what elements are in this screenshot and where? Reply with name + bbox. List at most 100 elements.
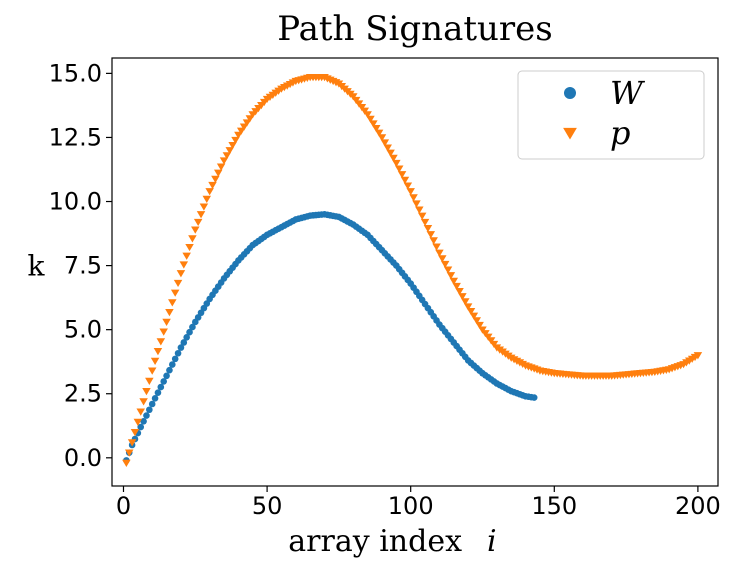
data-point: [183, 334, 190, 341]
data-point: [461, 298, 470, 306]
data-point: [211, 175, 220, 184]
x-tick-label: 200: [675, 492, 721, 520]
data-point: [409, 194, 418, 202]
data-point: [191, 226, 200, 234]
data-point: [426, 231, 436, 239]
y-tick-label: 0.0: [64, 444, 102, 472]
y-axis-label: k: [28, 250, 46, 283]
data-point: [363, 111, 372, 119]
data-point: [182, 252, 191, 260]
data-point: [179, 261, 189, 269]
data-point: [412, 200, 421, 208]
data-point: [222, 152, 232, 160]
data-point: [400, 176, 410, 185]
data-point: [165, 309, 174, 317]
data-point: [130, 428, 140, 437]
data-point: [150, 357, 160, 365]
data-point: [147, 367, 157, 375]
y-tick-label: 15.0: [49, 59, 102, 87]
legend-triangle-marker: [563, 127, 577, 140]
y-tick-label: 2.5: [64, 380, 102, 408]
data-point: [371, 125, 381, 133]
data-point: [156, 338, 166, 346]
data-point: [177, 344, 185, 351]
data-point: [122, 459, 131, 467]
data-point: [157, 383, 165, 391]
data-point: [394, 165, 404, 173]
data-point: [228, 141, 237, 150]
data-point: [124, 449, 134, 457]
x-axis-label-symbol: i: [487, 524, 497, 559]
data-point: [148, 400, 156, 408]
data-point: [127, 439, 137, 447]
data-point: [139, 398, 148, 406]
data-point: [160, 378, 167, 385]
data-point: [174, 349, 182, 357]
y-tick-label: 7.5: [64, 252, 102, 280]
data-point: [199, 203, 209, 211]
data-point: [406, 188, 415, 196]
data-point: [463, 303, 473, 311]
legend-label: p: [610, 114, 630, 152]
data-point: [219, 157, 229, 165]
legend-item-p: p: [563, 114, 630, 152]
series-p: [122, 74, 703, 467]
data-point: [208, 181, 217, 190]
data-point: [446, 272, 456, 280]
data-point: [472, 317, 481, 325]
data-point: [231, 136, 240, 145]
data-point: [146, 406, 153, 414]
data-point: [475, 321, 484, 330]
data-point: [133, 418, 143, 426]
x-axis-label: array index i: [288, 524, 496, 559]
data-point: [452, 282, 461, 291]
data-point: [189, 323, 196, 331]
data-point: [193, 218, 203, 227]
legend-item-W: W: [564, 74, 646, 112]
data-point: [420, 218, 430, 227]
y-tick-label: 12.5: [49, 123, 102, 151]
data-point: [154, 389, 162, 397]
data-point: [392, 159, 401, 168]
data-point: [145, 377, 154, 385]
data-point: [469, 312, 479, 320]
data-point: [173, 279, 183, 288]
data-point: [386, 149, 395, 157]
data-point: [374, 129, 384, 137]
data-point: [466, 308, 476, 316]
data-point: [153, 348, 163, 356]
data-point: [162, 318, 171, 327]
data-point: [417, 212, 427, 220]
legend: Wp: [517, 70, 705, 160]
y-tick-label: 10.0: [49, 188, 102, 216]
data-point: [214, 169, 223, 177]
x-tick-label: 50: [252, 492, 283, 520]
legend-circle-marker: [564, 87, 576, 99]
x-axis-ticks: 0 50 100 150 200: [116, 486, 721, 520]
plot-area-frame: [111, 57, 719, 487]
x-tick-label: 100: [388, 492, 434, 520]
data-point: [196, 211, 206, 219]
data-point: [455, 288, 464, 296]
data-point: [136, 408, 145, 416]
data-point: [205, 188, 214, 196]
data-point: [176, 270, 186, 278]
data-point: [216, 163, 226, 171]
data-point: [202, 195, 212, 203]
data-point: [380, 139, 390, 147]
data-point: [159, 328, 168, 336]
data-point: [170, 289, 180, 297]
x-tick-label: 0: [116, 492, 131, 520]
data-point: [443, 266, 453, 274]
data-point: [137, 423, 145, 431]
data-point: [166, 366, 173, 374]
data-point: [151, 395, 159, 402]
data-point: [225, 147, 235, 155]
y-axis-ticks: 0.0 2.5 5.0 7.5 10.0 12.5 15.0: [49, 59, 112, 472]
data-point: [383, 144, 392, 152]
data-point: [397, 171, 407, 179]
data-point: [530, 394, 538, 401]
data-point: [142, 387, 151, 396]
data-point: [458, 293, 467, 301]
